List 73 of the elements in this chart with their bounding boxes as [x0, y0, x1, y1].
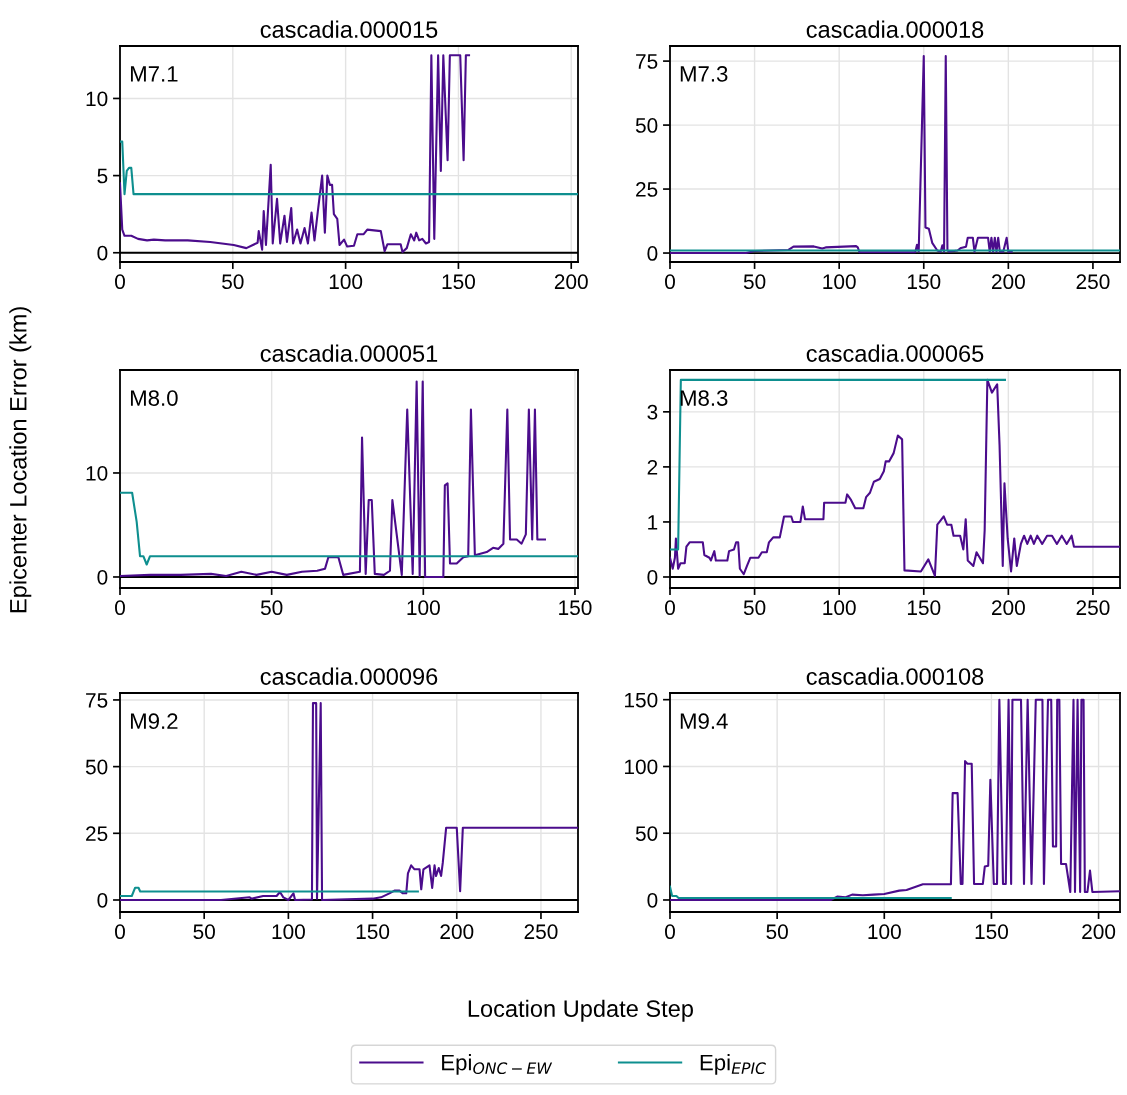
- y-tick-label: 0: [97, 569, 108, 585]
- y-tick-label: 75: [636, 54, 658, 69]
- y-tick-label: 10: [86, 465, 108, 481]
- x-tick-label: 0: [665, 274, 675, 290]
- x-tick-label: 50: [260, 600, 283, 616]
- y-tick-label: 5: [97, 168, 108, 184]
- x-tick-label: 50: [743, 274, 766, 290]
- y-tick-label: 25: [636, 182, 658, 197]
- x-tick-label: 0: [115, 924, 125, 940]
- y-tick-label: 2: [647, 459, 658, 475]
- x-tick-label: 150: [907, 600, 941, 616]
- x-tick-label: 50: [743, 600, 766, 616]
- y-tick-label: 0: [97, 245, 108, 261]
- chart-title: cascadia.000108: [806, 667, 984, 685]
- x-tick-label: 100: [823, 600, 856, 616]
- x-tick-label: 250: [524, 924, 558, 940]
- y-tick-label: 10: [86, 91, 108, 107]
- x-tick-label: 0: [665, 924, 675, 940]
- x-tick-label: 200: [992, 600, 1025, 616]
- annotation: M9.2: [130, 713, 178, 730]
- y-tick-label: 25: [86, 826, 108, 842]
- y-axis-title: Epicenter Location Error (km): [9, 307, 32, 613]
- y-tick-label: 0: [97, 893, 108, 908]
- x-tick-label: 200: [992, 274, 1025, 290]
- x-tick-label: 0: [115, 600, 125, 616]
- y-tick-label: 75: [86, 693, 108, 708]
- chart-title: cascadia.000065: [806, 344, 984, 362]
- x-tick-label: 150: [356, 924, 390, 940]
- x-tick-label: 100: [407, 600, 440, 616]
- y-tick-label: 0: [647, 246, 658, 261]
- annotation: M8.0: [130, 390, 178, 406]
- chart-title: cascadia.000096: [260, 667, 438, 685]
- y-tick-label: 1: [648, 515, 658, 530]
- x-tick-label: 100: [823, 274, 856, 290]
- x-tick-label: 50: [193, 924, 215, 940]
- y-tick-label: 50: [635, 118, 658, 133]
- x-tick-label: 200: [554, 274, 588, 290]
- annotation: M7.3: [680, 66, 728, 82]
- x-tick-label: 200: [1082, 924, 1116, 940]
- y-tick-label: 50: [635, 826, 658, 841]
- x-tick-label: 250: [1076, 274, 1110, 290]
- x-tick-label: 150: [559, 600, 592, 616]
- y-tick-label: 50: [85, 759, 108, 775]
- line-series: [670, 54, 1013, 255]
- x-tick-label: 150: [442, 274, 475, 290]
- chart-title: cascadia.000051: [260, 344, 438, 362]
- x-tick-label: 0: [665, 600, 675, 616]
- chart-title: cascadia.000018: [806, 20, 984, 38]
- y-tick-label: 150: [625, 692, 658, 708]
- x-axis-title: Location Update Step: [468, 999, 693, 1022]
- x-tick-label: 200: [440, 924, 474, 940]
- y-tick-label: 3: [647, 404, 658, 420]
- y-tick-label: 0: [647, 892, 658, 908]
- annotation: M9.4: [680, 713, 728, 730]
- x-tick-label: 100: [868, 924, 901, 940]
- line-series: [120, 54, 471, 254]
- line-series: [120, 380, 546, 579]
- chart-title: cascadia.000015: [260, 20, 438, 38]
- line-series: [120, 140, 578, 196]
- x-tick-label: 150: [907, 274, 941, 290]
- y-tick-label: 100: [625, 759, 658, 775]
- x-tick-label: 100: [329, 274, 363, 290]
- x-tick-label: 250: [1076, 600, 1110, 616]
- x-tick-label: 100: [272, 924, 305, 940]
- x-tick-label: 50: [766, 924, 788, 940]
- x-tick-label: 150: [975, 924, 1008, 940]
- line-series: [120, 491, 578, 566]
- y-tick-label: 0: [647, 569, 658, 585]
- legend-label: Epi$_{ONC−EW}$: [442, 1054, 553, 1075]
- x-tick-label: 50: [222, 274, 244, 290]
- x-tick-label: 0: [115, 274, 125, 290]
- legend-label: Epi$_{EPIC}$: [700, 1054, 766, 1075]
- annotation: M7.1: [130, 66, 178, 82]
